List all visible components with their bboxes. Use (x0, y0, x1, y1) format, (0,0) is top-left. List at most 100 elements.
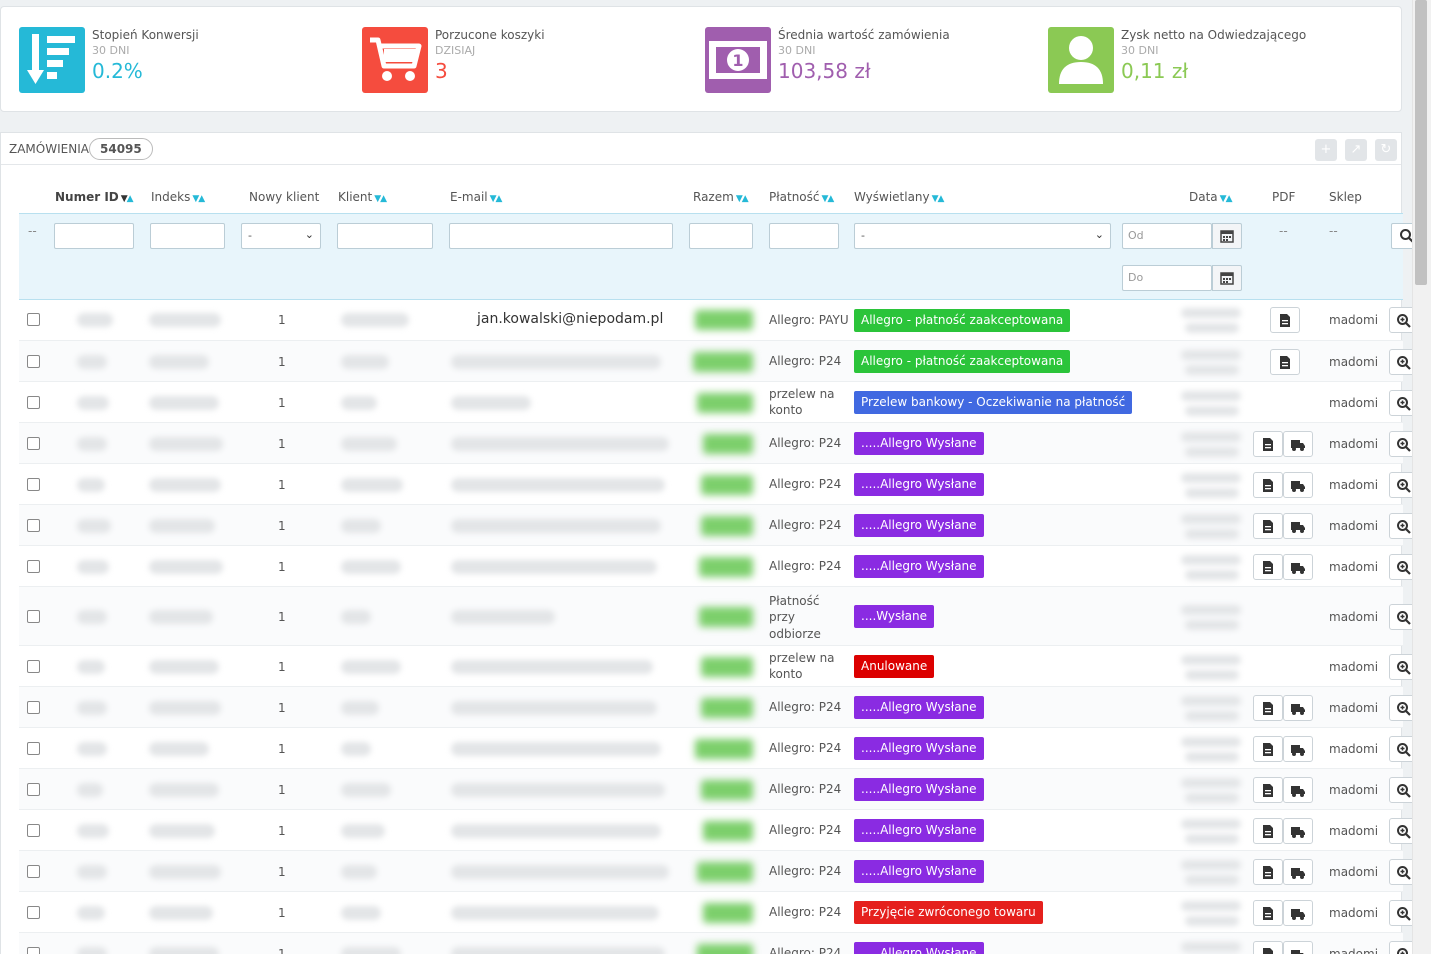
row-checkbox[interactable] (27, 905, 40, 919)
status-badge[interactable]: .....Allegro Wysłane (854, 819, 984, 842)
export-icon[interactable]: ↗ (1345, 139, 1367, 161)
status-badge[interactable]: .....Allegro Wysłane (854, 737, 984, 760)
row-checkbox[interactable] (27, 823, 40, 837)
col-header-id[interactable]: Numer ID ▼▲ (55, 190, 134, 204)
col-header-status[interactable]: Wyświetlany ▼▲ (854, 190, 945, 204)
table-row[interactable]: 1 Allegro: P24 .....Allegro Wysłane madomi (19, 728, 1419, 769)
row-checkbox[interactable] (27, 436, 40, 450)
col-header-total[interactable]: Razem ▼▲ (693, 190, 749, 204)
filter-date-to[interactable]: Do (1122, 265, 1212, 291)
sort-icon[interactable]: ▼▲ (735, 194, 749, 204)
row-checkbox[interactable] (27, 518, 40, 532)
row-checkbox[interactable] (27, 477, 40, 491)
invoice-pdf-button[interactable] (1253, 553, 1283, 580)
delivery-slip-button[interactable] (1283, 430, 1313, 457)
status-badge[interactable]: Allegro - płatność zaakceptowana (854, 350, 1071, 373)
invoice-pdf-button[interactable] (1270, 307, 1300, 333)
table-row[interactable]: 1 Allegro: P24 .....Allegro Wysłane madomi (19, 687, 1419, 728)
table-row[interactable]: 1 Allegro: P24 .....Allegro Wysłane madomi (19, 769, 1419, 810)
calendar-icon[interactable] (1212, 223, 1242, 249)
col-header-payment[interactable]: Płatność ▼▲ (769, 190, 835, 204)
filter-email-input[interactable] (449, 223, 673, 249)
sort-icon[interactable]: ▼▲ (1219, 194, 1233, 204)
scrollbar-thumb[interactable] (1415, 0, 1427, 285)
invoice-pdf-button[interactable] (1253, 858, 1283, 885)
row-checkbox[interactable] (27, 354, 40, 368)
table-row[interactable]: 1 Allegro: P24 Przyjęcie zwróconego towaru… (19, 892, 1419, 933)
delivery-slip-button[interactable] (1283, 512, 1313, 539)
col-header-date[interactable]: Data ▼▲ (1189, 190, 1232, 204)
table-row[interactable]: 1 Allegro: P24 .....Allegro Wysłane madomi (19, 546, 1419, 587)
status-badge[interactable]: .....Allegro Wysłane (854, 860, 984, 883)
status-badge[interactable]: .....Allegro Wysłane (854, 473, 984, 496)
filter-date-from[interactable]: Od (1122, 223, 1212, 249)
sort-icon[interactable]: ▼▲ (931, 194, 945, 204)
status-badge[interactable]: .....Allegro Wysłane (854, 942, 984, 954)
row-checkbox[interactable] (27, 700, 40, 714)
invoice-pdf-button[interactable] (1253, 694, 1283, 721)
col-header-client[interactable]: Klient ▼▲ (338, 190, 387, 204)
delivery-slip-button[interactable] (1283, 858, 1313, 885)
invoice-pdf-button[interactable] (1253, 430, 1283, 457)
table-row[interactable]: 1 Allegro: P24 .....Allegro Wysłane madomi (19, 933, 1419, 954)
col-header-ref[interactable]: Indeks ▼▲ (151, 190, 205, 204)
delivery-slip-button[interactable] (1283, 940, 1313, 954)
status-badge[interactable]: .....Allegro Wysłane (854, 514, 984, 537)
invoice-pdf-button[interactable] (1253, 817, 1283, 844)
sort-icon[interactable]: ▼▲ (120, 194, 134, 204)
calendar-icon[interactable] (1212, 265, 1242, 291)
delivery-slip-button[interactable] (1283, 735, 1313, 762)
table-row[interactable]: 1 Allegro: P24 .....Allegro Wysłane madomi (19, 810, 1419, 851)
filter-payment-input[interactable] (769, 223, 839, 249)
table-row[interactable]: 1 Allegro: P24 .....Allegro Wysłane madomi (19, 423, 1419, 464)
table-row[interactable]: 1 Płatność przy odbiorze ....Wysłane madomi (19, 587, 1419, 646)
table-row[interactable]: 1 Allegro: P24 .....Allegro Wysłane madomi (19, 851, 1419, 892)
row-checkbox[interactable] (27, 782, 40, 796)
filter-status-select[interactable]: - ⌄ (854, 223, 1111, 249)
status-badge[interactable]: .....Allegro Wysłane (854, 432, 984, 455)
refresh-icon[interactable]: ↻ (1375, 139, 1397, 161)
delivery-slip-button[interactable] (1283, 553, 1313, 580)
filter-ref-input[interactable] (150, 223, 225, 249)
status-badge[interactable]: .....Allegro Wysłane (854, 696, 984, 719)
table-row[interactable]: 1 Allegro: P24 .....Allegro Wysłane madomi (19, 464, 1419, 505)
invoice-pdf-button[interactable] (1253, 899, 1283, 926)
status-badge[interactable]: .....Allegro Wysłane (854, 555, 984, 578)
row-checkbox[interactable] (27, 864, 40, 878)
invoice-pdf-button[interactable] (1253, 512, 1283, 539)
row-checkbox[interactable] (27, 313, 40, 326)
sort-icon[interactable]: ▼▲ (821, 194, 835, 204)
delivery-slip-button[interactable] (1283, 776, 1313, 803)
invoice-pdf-button[interactable] (1270, 348, 1300, 375)
invoice-pdf-button[interactable] (1253, 940, 1283, 954)
delivery-slip-button[interactable] (1283, 694, 1313, 721)
table-row[interactable]: 1 Allegro: P24 Allegro - płatność zaakcept… (19, 341, 1419, 382)
row-checkbox[interactable] (27, 659, 40, 673)
status-badge[interactable]: .....Allegro Wysłane (854, 778, 984, 801)
filter-id-input[interactable] (54, 223, 134, 249)
filter-new-client-select[interactable]: - ⌄ (241, 223, 321, 249)
sort-icon[interactable]: ▼▲ (192, 194, 205, 204)
invoice-pdf-button[interactable] (1253, 776, 1283, 803)
row-checkbox[interactable] (27, 559, 40, 573)
filter-client-input[interactable] (337, 223, 433, 249)
status-badge[interactable]: Anulowane (854, 655, 935, 678)
table-row[interactable]: 1 Allegro: P24 .....Allegro Wysłane madomi (19, 505, 1419, 546)
table-row[interactable]: 1 przelew na konto Przelew bankowy - Oczek… (19, 382, 1419, 423)
filter-total-input[interactable] (689, 223, 753, 249)
row-checkbox[interactable] (27, 946, 40, 954)
col-header-email[interactable]: E-mail ▼▲ (450, 190, 502, 204)
sort-icon[interactable]: ▼▲ (374, 194, 387, 204)
delivery-slip-button[interactable] (1283, 471, 1313, 498)
status-badge[interactable]: Przelew bankowy - Oczekiwanie na płatnoś… (854, 391, 1133, 414)
invoice-pdf-button[interactable] (1253, 471, 1283, 498)
status-badge[interactable]: Przyjęcie zwróconego towaru (854, 901, 1043, 924)
row-checkbox[interactable] (27, 741, 40, 755)
row-checkbox[interactable] (27, 395, 40, 409)
table-row[interactable]: 1 przelew na konto Anulowane madomi (19, 646, 1419, 687)
delivery-slip-button[interactable] (1283, 899, 1313, 926)
status-badge[interactable]: ....Wysłane (854, 605, 935, 628)
invoice-pdf-button[interactable] (1253, 735, 1283, 762)
status-badge[interactable]: Allegro - płatność zaakceptowana (854, 308, 1071, 332)
table-row[interactable]: 1 jan.kowalski@niepodam.pl Allegro: PAYU Al… (19, 299, 1419, 341)
